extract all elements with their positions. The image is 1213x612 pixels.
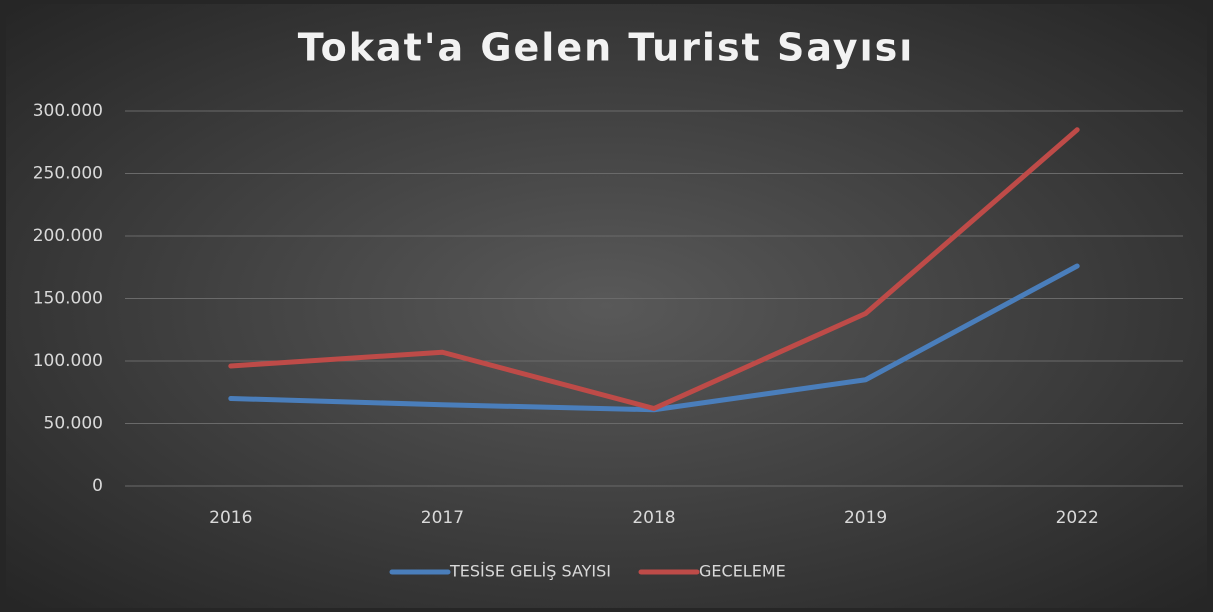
y-tick-label: 150.000: [33, 289, 103, 309]
y-tick-label: 100.000: [33, 351, 103, 371]
y-tick-label: 300.000: [33, 101, 103, 121]
y-tick-label: 0: [92, 476, 103, 496]
series-line: [228, 127, 1080, 411]
legend-label: GECELEME: [699, 562, 786, 581]
x-tick-label: 2018: [632, 508, 675, 528]
x-tick-label: 2017: [421, 508, 464, 528]
x-tick-label: 2016: [209, 508, 252, 528]
y-tick-label: 200.000: [33, 226, 103, 246]
legend-label: TESİSE GELİŞ SAYISI: [449, 562, 611, 581]
y-tick-label: 50.000: [44, 414, 103, 434]
x-tick-label: 2022: [1056, 508, 1099, 528]
y-tick-label: 250.000: [33, 164, 103, 184]
chart-title: Tokat'a Gelen Turist Sayısı: [298, 26, 914, 70]
x-tick-label: 2019: [844, 508, 887, 528]
background: [6, 4, 1207, 608]
